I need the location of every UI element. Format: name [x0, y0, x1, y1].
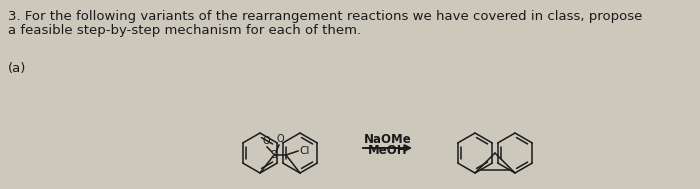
Text: O: O	[262, 136, 270, 146]
Text: S: S	[271, 150, 277, 160]
Text: MeOH: MeOH	[368, 144, 407, 157]
Text: Cl: Cl	[299, 146, 309, 156]
Text: O: O	[276, 134, 284, 144]
Text: 3. For the following variants of the rearrangement reactions we have covered in : 3. For the following variants of the rea…	[8, 10, 643, 23]
Text: NaOMe: NaOMe	[363, 133, 412, 146]
Text: (a): (a)	[8, 62, 27, 75]
Text: a feasible step-by-step mechanism for each of them.: a feasible step-by-step mechanism for ea…	[8, 24, 361, 37]
